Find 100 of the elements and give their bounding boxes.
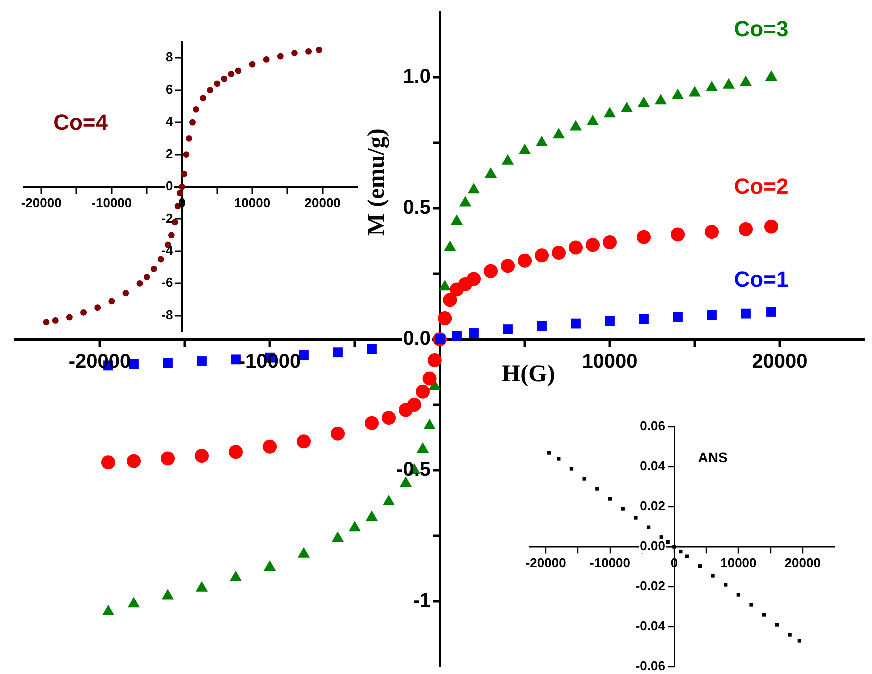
- x-tick-label: 10000: [582, 351, 638, 374]
- point: [672, 545, 676, 549]
- point: [646, 526, 651, 530]
- y-tick-label: 0.0: [403, 328, 431, 350]
- point: [249, 61, 256, 68]
- text: ANS: [698, 449, 728, 466]
- point: [698, 564, 702, 568]
- y-tick-label: -0.04: [636, 618, 666, 634]
- point: [468, 183, 480, 194]
- point: [724, 583, 728, 587]
- y-tick-label: -0.06: [636, 658, 666, 674]
- point: [798, 639, 802, 643]
- point: [179, 184, 186, 190]
- point: [193, 106, 200, 113]
- point: [740, 76, 752, 86]
- point: [569, 240, 583, 255]
- y-tick-label: 8: [166, 50, 174, 65]
- point: [604, 107, 616, 118]
- y-tick-label: -1: [413, 590, 431, 612]
- y-tick-label: 0.5: [403, 197, 431, 220]
- y-tick-label: -0.5: [396, 459, 431, 482]
- x-tick-label: 20000: [752, 351, 808, 374]
- point: [382, 411, 396, 426]
- point: [186, 135, 192, 142]
- x-axis-title: H(G): [502, 362, 556, 388]
- point: [552, 246, 566, 260]
- point: [673, 312, 683, 322]
- point: [518, 144, 532, 154]
- point: [190, 119, 196, 126]
- point: [722, 78, 736, 89]
- x-tick-label: -20000: [21, 196, 62, 211]
- point: [503, 324, 513, 334]
- point: [263, 440, 277, 454]
- point: [459, 196, 472, 207]
- point: [552, 128, 566, 139]
- point: [634, 516, 638, 520]
- point: [299, 350, 309, 360]
- point: [221, 76, 228, 82]
- y-tick-label: 4: [166, 114, 174, 130]
- x-tick-label: -10000: [92, 196, 132, 211]
- point: [570, 467, 574, 471]
- point: [158, 256, 164, 263]
- point: [536, 136, 548, 146]
- point: [788, 633, 792, 637]
- series-label: Co=3: [734, 16, 789, 42]
- point: [711, 574, 715, 578]
- point: [707, 310, 717, 320]
- point: [596, 487, 600, 491]
- y-tick-label: -6: [162, 275, 174, 290]
- point: [331, 426, 345, 441]
- point: [108, 298, 116, 305]
- point: [163, 358, 173, 368]
- y-tick-label: 2: [166, 146, 174, 162]
- point: [467, 272, 481, 286]
- point: [306, 48, 312, 55]
- point: [66, 314, 73, 321]
- point: [741, 308, 751, 319]
- point: [775, 623, 780, 627]
- point: [127, 454, 141, 468]
- y-tick-label: 1.0: [403, 66, 431, 88]
- y-tick-label: 0.00: [640, 538, 666, 554]
- point: [705, 225, 719, 240]
- x-tick-label: -10000: [590, 556, 631, 571]
- point: [766, 307, 776, 317]
- point: [150, 266, 158, 272]
- y-tick-label: -0.02: [636, 578, 666, 594]
- point: [176, 190, 184, 197]
- point: [235, 68, 242, 74]
- point: [762, 613, 766, 617]
- point: [547, 451, 552, 455]
- series-label: Co=1: [734, 267, 789, 292]
- point: [603, 236, 617, 250]
- point: [229, 445, 243, 460]
- point: [122, 290, 130, 297]
- y-tick-label: 6: [166, 82, 174, 97]
- point: [422, 372, 437, 386]
- point: [316, 46, 323, 54]
- x-tick-label: 10000: [234, 196, 271, 211]
- y-tick-label: -4: [162, 243, 174, 258]
- y-axis-title: M (emu/g): [364, 128, 390, 236]
- point: [502, 154, 514, 165]
- point: [706, 80, 718, 92]
- point: [582, 477, 586, 481]
- point: [197, 356, 207, 366]
- x-tick-label: 10000: [720, 556, 757, 571]
- point: [168, 232, 175, 239]
- point: [443, 293, 458, 308]
- point: [228, 71, 235, 78]
- point: [136, 280, 144, 287]
- point: [297, 434, 311, 449]
- point: [80, 309, 87, 316]
- point: [639, 314, 649, 324]
- point: [557, 457, 561, 461]
- point: [469, 328, 479, 338]
- x-tick-label: -20000: [526, 556, 566, 571]
- point: [43, 319, 50, 326]
- point: [764, 220, 778, 234]
- point: [207, 87, 214, 94]
- point: [367, 344, 377, 354]
- y-tick-label: -2: [162, 210, 174, 226]
